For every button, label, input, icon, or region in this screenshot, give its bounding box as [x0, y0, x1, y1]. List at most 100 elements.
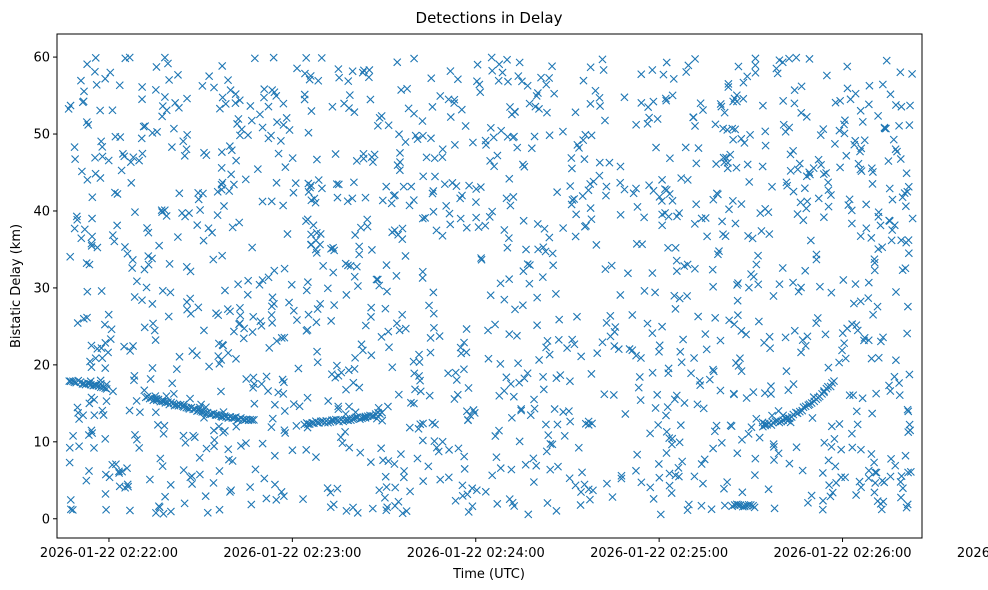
- detection-point: [535, 355, 544, 364]
- detection-point: [91, 354, 100, 363]
- detection-point: [674, 463, 683, 472]
- detection-point: [565, 474, 574, 483]
- detection-point: [631, 466, 640, 475]
- detection-point: [540, 224, 549, 233]
- track-point: [65, 377, 74, 386]
- detection-point: [789, 278, 798, 287]
- detection-point: [235, 218, 244, 227]
- detection-point: [440, 180, 449, 189]
- detection-point: [130, 371, 139, 380]
- detection-point: [326, 503, 335, 512]
- detection-point: [664, 243, 673, 252]
- detection-point: [251, 465, 260, 474]
- detection-point: [438, 153, 447, 162]
- detection-point: [302, 53, 311, 62]
- detection-point: [367, 351, 376, 360]
- detection-point: [778, 263, 787, 272]
- detection-point: [849, 391, 858, 400]
- detection-point: [382, 483, 391, 492]
- detection-point: [906, 467, 915, 476]
- detection-point: [653, 114, 662, 123]
- detection-point: [761, 127, 770, 136]
- detection-point: [306, 71, 315, 80]
- detection-point: [730, 390, 739, 399]
- detection-point: [571, 481, 580, 490]
- detection-point: [307, 230, 316, 239]
- detection-point: [279, 492, 288, 501]
- detection-point: [128, 264, 137, 273]
- detection-point: [116, 133, 125, 142]
- detection-point: [377, 444, 386, 453]
- detection-point: [665, 189, 674, 198]
- detection-point: [471, 198, 480, 207]
- detection-point: [278, 375, 287, 384]
- detection-point: [559, 407, 568, 416]
- detection-point: [530, 404, 539, 413]
- detection-point: [429, 187, 438, 196]
- y-axis-title: Bistatic Delay (km): [9, 224, 24, 348]
- detection-point: [378, 416, 387, 425]
- detection-point: [344, 366, 353, 375]
- detection-point: [530, 132, 539, 141]
- track-point: [340, 415, 349, 424]
- detection-point: [529, 478, 538, 487]
- track-point: [229, 413, 238, 422]
- detection-point: [186, 394, 195, 403]
- detection-point: [432, 226, 441, 235]
- detection-point: [227, 146, 236, 155]
- detection-point: [509, 392, 518, 401]
- detection-point: [231, 90, 240, 99]
- detection-point: [151, 508, 160, 517]
- detection-point: [636, 396, 645, 405]
- detection-point: [351, 231, 360, 240]
- track-point: [799, 403, 808, 412]
- detection-point: [733, 296, 742, 305]
- detection-point: [797, 108, 806, 117]
- track-point: [746, 501, 755, 509]
- detection-point: [93, 243, 102, 252]
- detection-point: [782, 367, 791, 376]
- detection-point: [673, 212, 681, 221]
- detection-point: [817, 160, 826, 169]
- detection-point: [800, 184, 809, 193]
- detection-point: [314, 176, 323, 185]
- detection-point: [803, 197, 812, 206]
- detection-point: [870, 266, 879, 275]
- detection-point: [709, 282, 718, 291]
- detection-point: [699, 404, 708, 413]
- detection-point: [795, 159, 804, 168]
- detection-point: [445, 209, 454, 218]
- detection-point: [657, 196, 666, 205]
- detection-point: [434, 447, 443, 456]
- detection-point: [734, 361, 743, 370]
- detection-point: [246, 483, 255, 492]
- y-tick-label: 10: [33, 435, 50, 450]
- detection-point: [684, 61, 693, 70]
- detection-point: [105, 473, 114, 482]
- detection-point: [192, 351, 201, 360]
- detection-point: [160, 92, 169, 101]
- detection-point: [690, 472, 699, 481]
- detection-point: [88, 429, 97, 438]
- detection-point: [398, 224, 407, 233]
- detection-point: [897, 236, 906, 245]
- detection-point: [132, 435, 141, 444]
- detection-point: [392, 271, 401, 280]
- detection-point: [730, 320, 739, 329]
- detection-point: [288, 446, 297, 455]
- detection-point: [871, 478, 880, 487]
- detection-point: [274, 149, 283, 158]
- detection-point: [399, 473, 408, 482]
- detection-point: [858, 394, 867, 403]
- detection-point: [363, 215, 372, 224]
- detection-point: [840, 129, 849, 138]
- detection-point: [179, 431, 188, 440]
- detection-point: [598, 338, 607, 347]
- detection-point: [495, 391, 504, 400]
- detection-point: [901, 451, 910, 460]
- detection-point: [338, 439, 347, 448]
- track-point: [248, 416, 257, 424]
- detection-point: [265, 343, 274, 352]
- detection-point: [334, 65, 343, 74]
